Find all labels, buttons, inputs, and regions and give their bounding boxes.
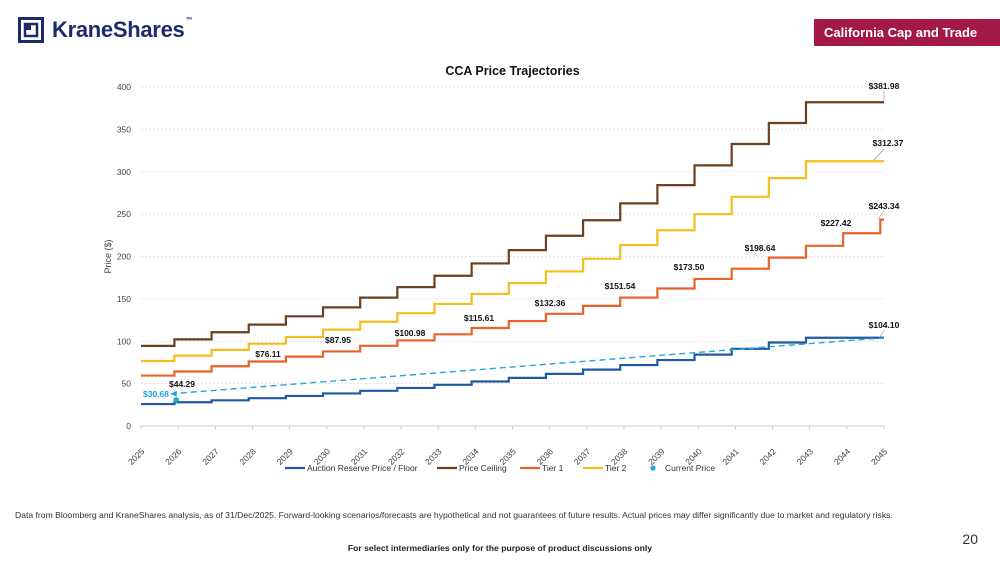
x-tick-label: 2042 xyxy=(758,446,779,467)
data-label: $312.37 xyxy=(873,138,904,148)
x-tick-label: 2027 xyxy=(200,446,221,467)
x-tick-label: 2045 xyxy=(869,446,890,467)
current-price-point xyxy=(173,397,180,403)
y-tick-label: 200 xyxy=(117,252,131,262)
data-label: $381.98 xyxy=(869,81,900,91)
x-tick-label: 2026 xyxy=(163,446,184,467)
data-label: $76.11 xyxy=(255,349,281,359)
y-tick-label: 150 xyxy=(117,294,131,304)
series-line-price-ceiling xyxy=(141,101,884,348)
y-tick-label: 300 xyxy=(117,167,131,177)
data-label: $44.29 xyxy=(169,379,195,389)
series-line-tier-1 xyxy=(141,218,884,377)
footnote: Data from Bloomberg and KraneShares anal… xyxy=(15,510,893,520)
page-number: 20 xyxy=(962,531,978,547)
chart-title: CCA Price Trajectories xyxy=(445,64,579,78)
x-tick-label: 2039 xyxy=(646,446,667,467)
y-tick-label: 400 xyxy=(117,82,131,92)
y-axis-label: Price ($) xyxy=(103,239,113,273)
series-line-tier-2 xyxy=(141,160,884,363)
data-label: $151.54 xyxy=(605,281,636,291)
legend-label: Price Ceiling xyxy=(459,463,507,473)
data-label: $132.36 xyxy=(535,298,566,308)
kraneshares-logo-icon xyxy=(18,17,44,43)
x-tick-label: 2041 xyxy=(720,446,741,467)
brand-logo: KraneShares™ xyxy=(18,17,192,43)
data-label: $115.61 xyxy=(464,313,495,323)
x-tick-label: 2033 xyxy=(423,446,444,467)
label-leader-line xyxy=(877,210,885,220)
legend-label: Current Price xyxy=(665,463,715,473)
y-tick-label: 100 xyxy=(117,336,131,346)
data-label: $243.34 xyxy=(869,201,900,211)
trend-arrowhead xyxy=(170,390,177,397)
data-label: $87.95 xyxy=(325,335,351,345)
x-tick-label: 2044 xyxy=(832,446,853,467)
legend-label: Tier 1 xyxy=(542,463,564,473)
series-line-auction-reserve-price-floor xyxy=(141,336,884,406)
section-badge: California Cap and Trade xyxy=(814,19,1000,46)
x-tick-label: 2043 xyxy=(795,446,816,467)
x-tick-label: 2025 xyxy=(126,446,147,467)
current-price-trend-line xyxy=(170,337,885,395)
y-tick-label: 350 xyxy=(117,124,131,134)
data-label: $173.50 xyxy=(674,262,705,272)
x-tick-label: 2028 xyxy=(237,446,258,467)
brand-name: KraneShares™ xyxy=(52,17,193,42)
price-trajectory-chart: CCA Price Trajectories 0 50 100 150 200 250 30… xyxy=(103,64,904,473)
legend-swatch xyxy=(650,465,656,471)
x-tick-label: 2037 xyxy=(572,446,593,467)
current-price-label: $30.68 xyxy=(143,389,169,399)
data-label: $100.98 xyxy=(395,328,426,338)
x-tick-label: 2029 xyxy=(275,446,296,467)
y-tick-label: 250 xyxy=(117,209,131,219)
y-tick-label: 50 xyxy=(122,379,132,389)
data-label: $198.64 xyxy=(745,243,776,253)
label-leader-line xyxy=(873,148,885,161)
data-label: $104.10 xyxy=(869,320,900,330)
legend-label: Auction Reserve Price / Floor xyxy=(307,463,418,473)
data-label: $227.42 xyxy=(821,218,852,228)
label-leader-line xyxy=(879,329,885,338)
disclaimer: For select intermediaries only for the p… xyxy=(347,543,653,553)
y-tick-label: 0 xyxy=(126,421,131,431)
legend-label: Tier 2 xyxy=(605,463,627,473)
